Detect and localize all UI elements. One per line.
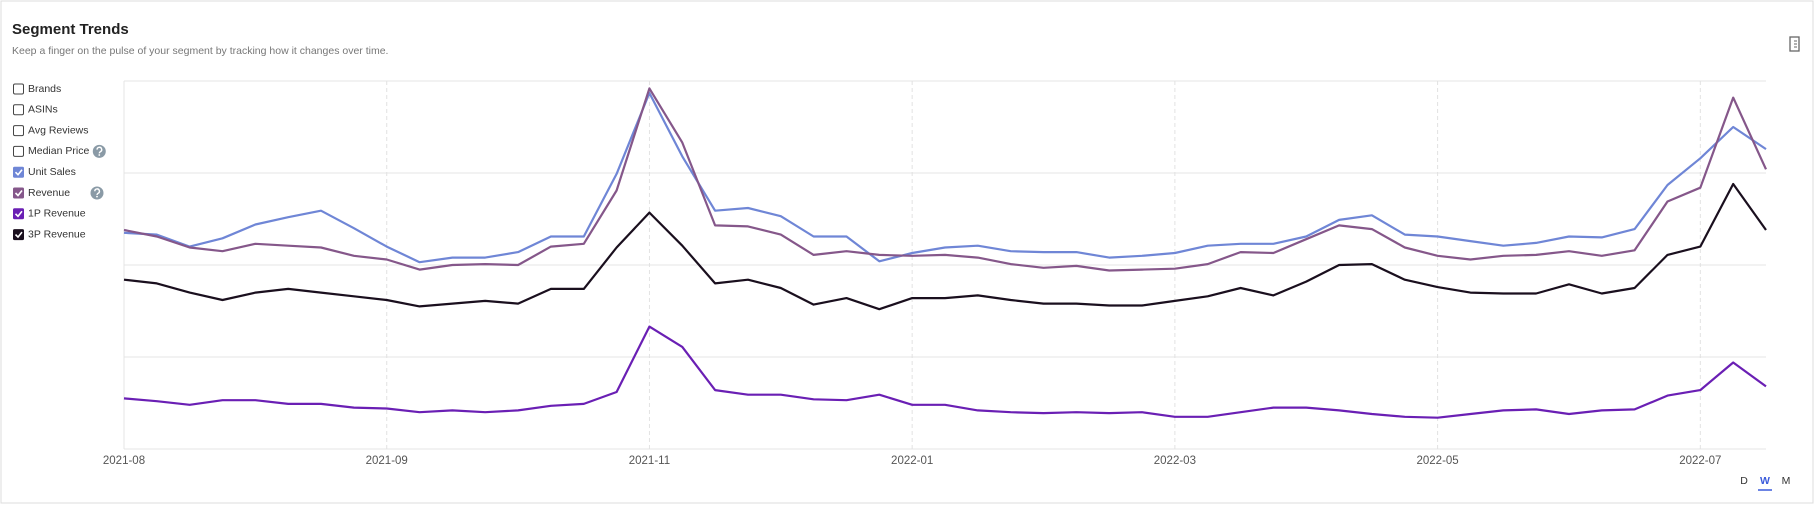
metric-checkbox[interactable]: 1P Revenue [13,208,86,220]
checkbox-checked[interactable] [13,187,24,199]
x-tick-label: 2021-09 [366,455,408,467]
metric-checkbox[interactable]: ASINs [13,104,58,116]
info-icon [90,186,104,200]
x-tick-label: 2022-05 [1416,455,1458,467]
menu-icon[interactable] [1789,36,1800,52]
checkbox-checked[interactable] [13,208,24,220]
checkbox-empty[interactable] [13,104,24,116]
checkbox-empty[interactable] [13,145,24,157]
metric-label[interactable]: Median Price [28,145,89,157]
series-line [123,91,1767,264]
metric-label[interactable]: Avg Reviews [28,124,89,136]
interval-toggle[interactable]: D [1740,475,1748,487]
checkbox-checked[interactable] [13,229,24,241]
x-tick-label: 2022-07 [1679,455,1721,467]
interval-toggle[interactable]: M [1782,475,1791,487]
x-tick-label: 2022-03 [1154,455,1196,467]
metric-checkbox[interactable]: 3P Revenue [13,228,86,240]
info-icon [92,144,106,158]
x-tick-label: 2022-01 [891,455,933,467]
menu-icon-frame[interactable] [1789,36,1800,52]
info-icon-glyph [94,188,101,196]
series-line [123,182,1767,311]
x-tick-label: 2021-11 [629,455,670,467]
legend-label[interactable]: Unit Sales [28,166,76,178]
legend-label[interactable]: Revenue [28,187,70,199]
metric-checkbox[interactable]: Avg Reviews [13,124,89,137]
info-icon-glyph [96,146,103,154]
metric-label[interactable]: Brands [28,83,61,95]
checkbox-empty[interactable] [13,125,24,137]
checkmark[interactable] [14,210,23,218]
series-line [123,325,1767,419]
checkbox-empty[interactable] [13,83,24,95]
checkmark[interactable] [14,190,23,197]
legend-label[interactable]: 1P Revenue [28,208,86,220]
interval-toggle[interactable]: W [1760,475,1770,487]
checkmark[interactable] [14,169,23,176]
metric-checkbox[interactable]: Revenue [13,186,104,200]
metric-checkbox[interactable]: Median Price [13,144,106,158]
legend-label[interactable]: 3P Revenue [28,228,86,240]
metric-checkbox[interactable]: Unit Sales [13,166,76,178]
checkbox-checked[interactable] [13,166,24,178]
series-line [123,87,1768,272]
card-subtitle: Keep a finger on the pulse of your segme… [12,45,388,57]
metric-label[interactable]: ASINs [28,104,58,116]
card-title: Segment Trends [12,21,129,38]
info-icon-dot [96,195,98,198]
info-icon-dot [98,154,101,156]
checkmark[interactable] [14,231,23,239]
metric-checkbox[interactable]: Brands [13,83,62,95]
x-tick-label: 2021-08 [103,455,145,467]
